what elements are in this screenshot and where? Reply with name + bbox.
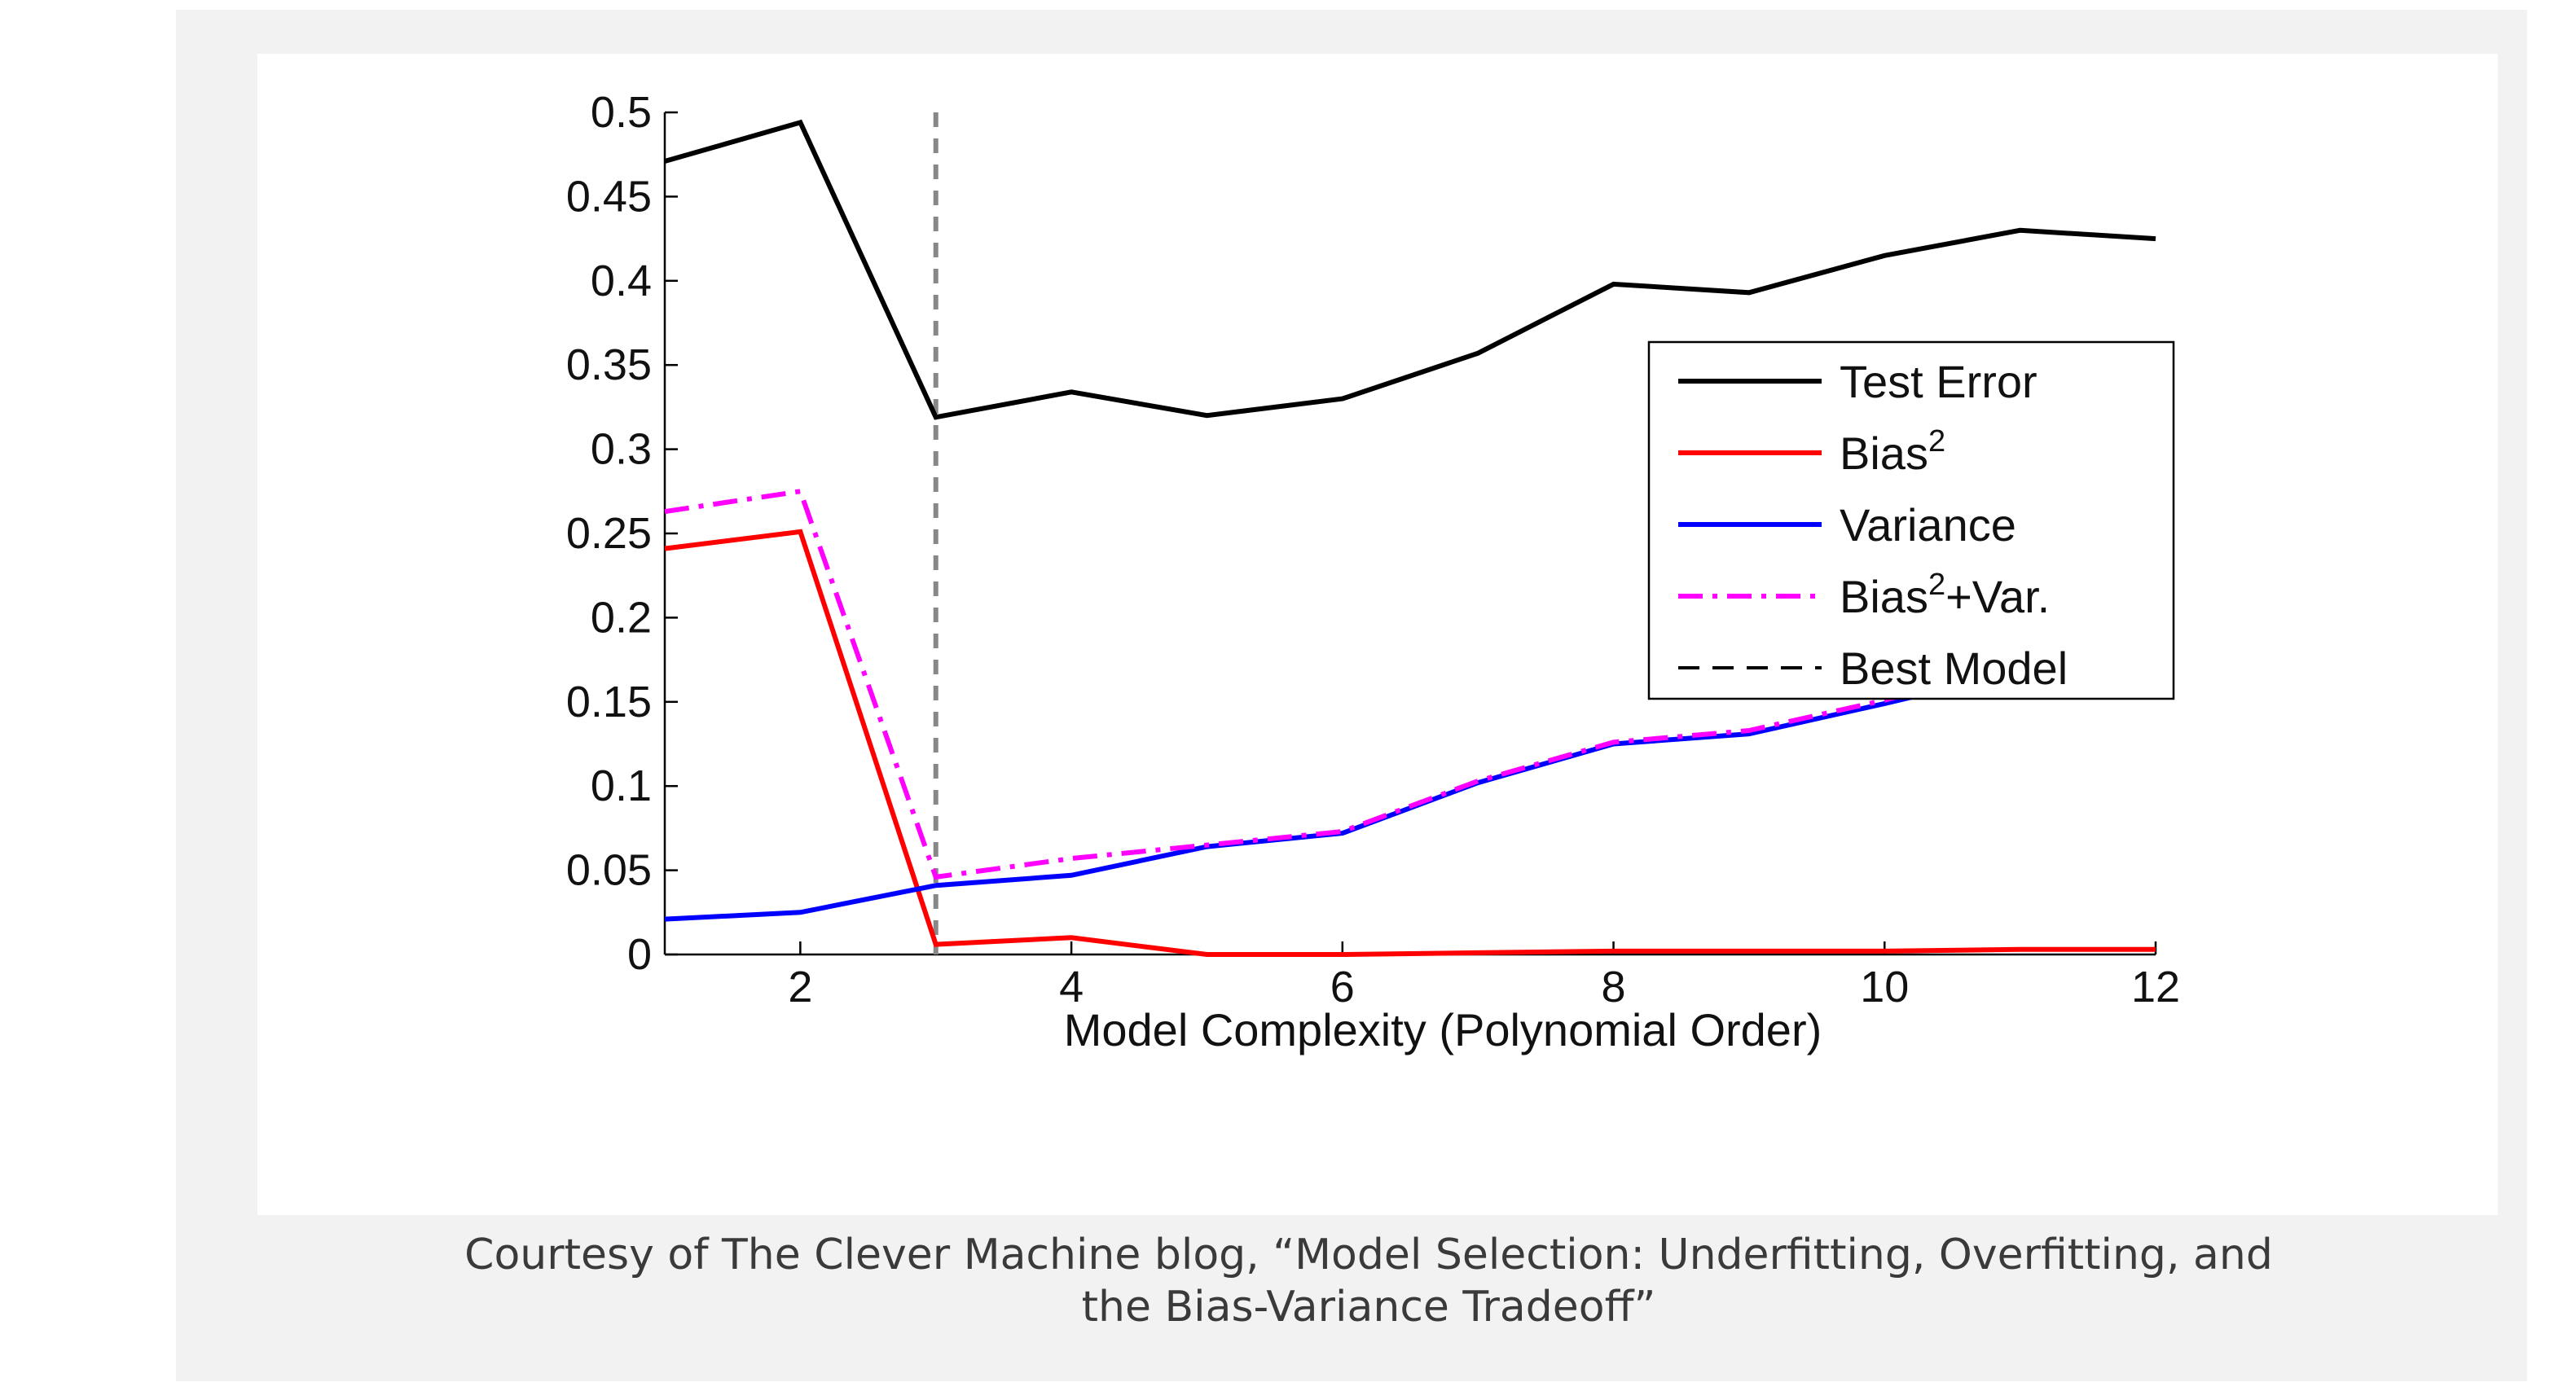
y-tick-label: 0.35 [566,340,652,389]
legend-label-bias2var: Bias2+Var. [1840,568,2050,622]
x-tick-label: 12 [2131,963,2180,1011]
legend-label-variance: Variance [1840,499,2016,551]
x-axis-title: Model Complexity (Polynomial Order) [1064,1004,1822,1055]
y-tick-label: 0.05 [566,846,652,895]
legend-label-best-model: Best Model [1840,643,2068,694]
x-tick-label: 6 [1330,963,1355,1011]
y-tick-label: 0.2 [591,593,652,642]
series-line-test [664,119,2156,420]
y-tick-label: 0.15 [566,678,652,726]
figure-caption: Courtesy of The Clever Machine blog, “Mo… [244,1229,2493,1333]
chart-svg: 0 0.05 0.1 0.15 0.2 0.25 0.3 0.35 0.4 0.45 0.5 2 4 6 8… [566,88,2180,1055]
y-tick-label: 0.5 [591,88,652,137]
y-tick-label: 0.25 [566,509,652,558]
legend-label-test: Test Error [1840,356,2038,407]
x-tick-label: 4 [1059,963,1084,1011]
y-tick-label: 0.45 [566,172,652,221]
y-tick-label: 0 [627,930,652,979]
x-tick-label: 8 [1602,963,1626,1011]
chart: 0 0.05 0.1 0.15 0.2 0.25 0.3 0.35 0.4 0.45 0.5 2 4 6 8… [257,54,2498,1215]
legend-label-bias2: Bias2 [1840,424,1945,479]
caption-line-2: the Bias-Variance Tradeoff” [1081,1283,1656,1332]
legend-box [1647,340,2175,700]
y-tick-label: 0.4 [591,257,652,305]
caption-line-1: Courtesy of The Clever Machine blog, “Mo… [464,1231,2273,1279]
y-tick-label: 0.1 [591,761,652,810]
y-tick-label: 0.3 [591,425,652,474]
series-line-bias2 [664,529,2156,957]
x-tick-label: 10 [1860,963,1909,1011]
figure-panel: 0 0.05 0.1 0.15 0.2 0.25 0.3 0.35 0.4 0.45 0.5 2 4 6 8… [176,10,2527,1381]
x-tick-label: 2 [788,963,812,1011]
